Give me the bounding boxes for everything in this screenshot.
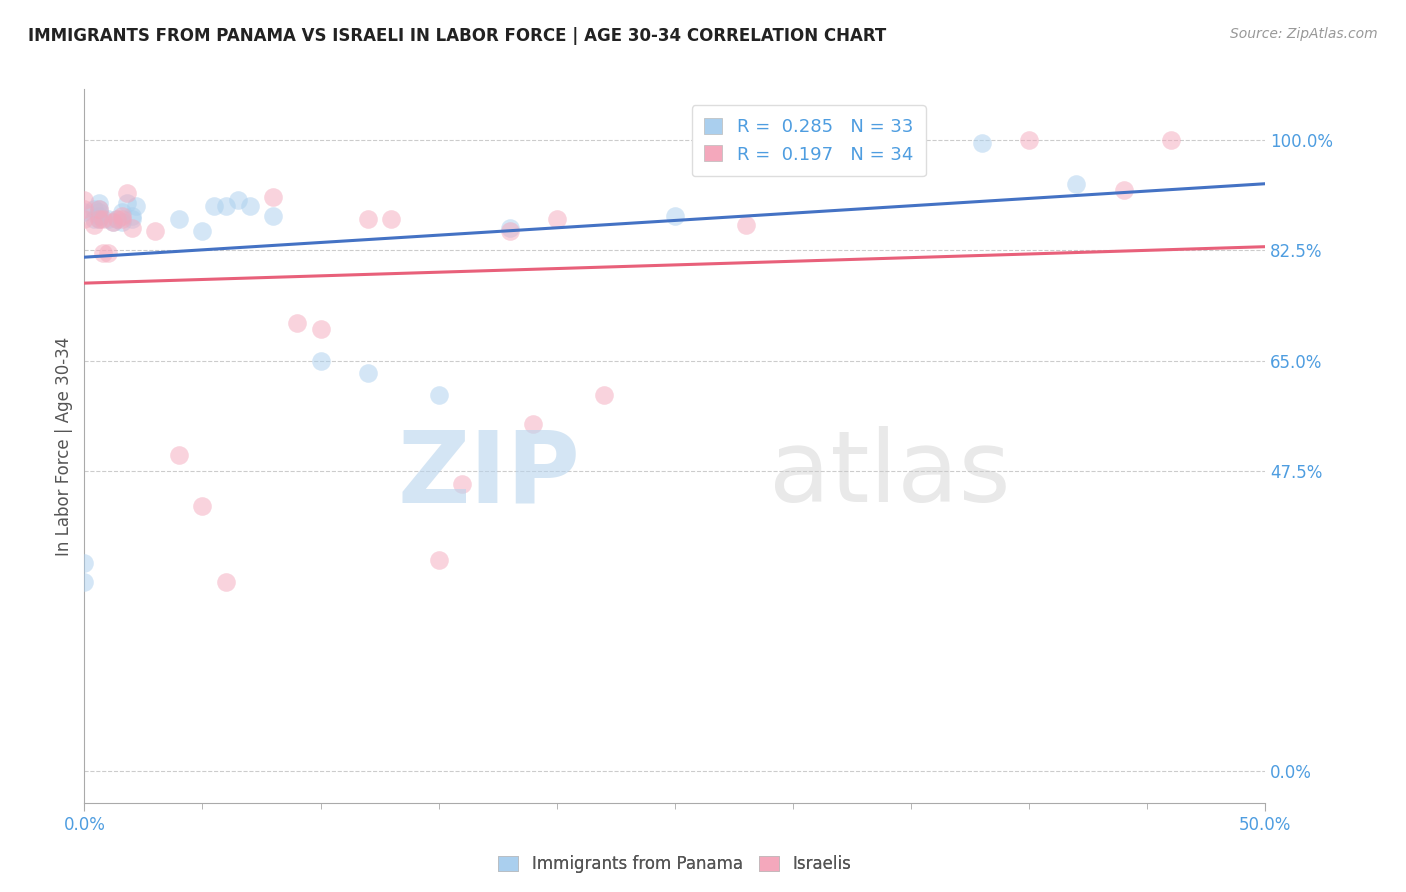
Point: [522, 417, 544, 431]
Point: [167, 449, 190, 463]
Point: [226, 193, 249, 207]
Point: [111, 211, 134, 226]
Text: Source: ZipAtlas.com: Source: ZipAtlas.com: [1230, 27, 1378, 41]
Point: [73, 211, 96, 226]
Point: [73, 574, 96, 589]
Point: [191, 224, 214, 238]
Point: [111, 209, 134, 223]
Point: [262, 189, 284, 203]
Point: [87, 202, 110, 217]
Point: [83, 211, 105, 226]
Point: [73, 202, 96, 217]
Point: [111, 215, 134, 229]
Point: [285, 316, 308, 330]
Point: [357, 367, 380, 381]
Point: [498, 221, 520, 235]
Point: [91, 246, 114, 260]
Point: [215, 574, 238, 589]
Point: [121, 221, 143, 235]
Point: [83, 202, 105, 217]
Point: [664, 209, 686, 223]
Point: [970, 136, 993, 150]
Point: [309, 353, 332, 368]
Point: [87, 211, 110, 226]
Point: [498, 224, 520, 238]
Point: [215, 199, 238, 213]
Point: [87, 202, 110, 217]
Point: [83, 218, 105, 232]
Point: [87, 205, 110, 219]
Point: [115, 195, 138, 210]
Point: [427, 552, 450, 566]
Point: [427, 388, 450, 402]
Legend: Immigrants from Panama, Israelis: Immigrants from Panama, Israelis: [492, 849, 858, 880]
Point: [73, 193, 96, 207]
Point: [143, 224, 166, 238]
Point: [125, 199, 148, 213]
Point: [167, 211, 190, 226]
Point: [87, 209, 110, 223]
Point: [734, 218, 756, 232]
Point: [357, 211, 380, 226]
Point: [202, 199, 225, 213]
Point: [115, 186, 138, 201]
Point: [546, 211, 568, 226]
Y-axis label: In Labor Force | Age 30-34: In Labor Force | Age 30-34: [55, 336, 73, 556]
Point: [1160, 133, 1182, 147]
Point: [1018, 133, 1040, 147]
Point: [111, 205, 134, 219]
Point: [87, 195, 110, 210]
Point: [191, 499, 214, 513]
Point: [73, 556, 96, 570]
Point: [121, 211, 143, 226]
Point: [101, 215, 124, 229]
Point: [262, 209, 284, 223]
Point: [451, 476, 474, 491]
Point: [121, 209, 143, 223]
Point: [97, 211, 120, 226]
Text: IMMIGRANTS FROM PANAMA VS ISRAELI IN LABOR FORCE | AGE 30-34 CORRELATION CHART: IMMIGRANTS FROM PANAMA VS ISRAELI IN LAB…: [28, 27, 886, 45]
Point: [107, 211, 129, 226]
Point: [1112, 183, 1135, 197]
Point: [107, 211, 129, 226]
Point: [91, 211, 114, 226]
Text: atlas: atlas: [769, 426, 1011, 523]
Point: [593, 388, 616, 402]
Point: [309, 322, 332, 336]
Point: [1066, 177, 1088, 191]
Point: [97, 246, 120, 260]
Point: [87, 211, 110, 226]
Point: [101, 215, 124, 229]
Point: [73, 205, 96, 219]
Point: [239, 199, 262, 213]
Point: [380, 211, 402, 226]
Text: ZIP: ZIP: [398, 426, 581, 523]
